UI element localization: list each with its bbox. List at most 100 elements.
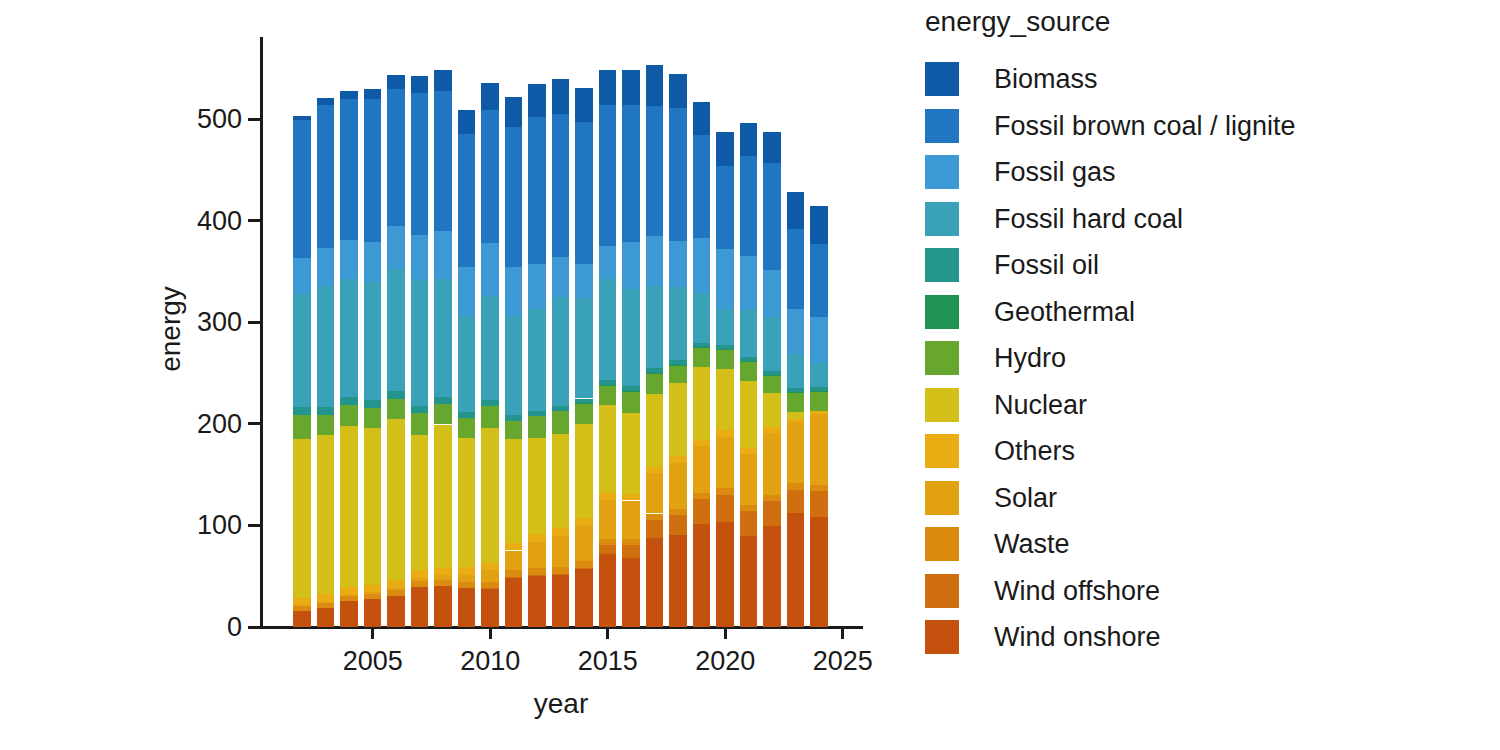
x-tick-label: 2015 [558,644,658,678]
bar-segment [505,551,523,571]
bar-segment [528,416,546,438]
bar-segment [740,511,758,536]
bar-segment [669,365,687,383]
bar-segment [481,428,499,563]
bar-segment [528,411,546,416]
bar-segment [622,539,640,545]
bar-segment [810,485,828,491]
bar-segment [552,411,570,434]
bar-segment [505,97,523,127]
bar-segment [505,421,523,439]
x-tick-label: 2025 [793,644,893,678]
bar-segment [505,415,523,421]
bar-segment [458,134,476,267]
bar-segment [669,74,687,108]
bar-segment [411,435,429,570]
bar-segment [340,279,358,398]
bar-segment [364,408,382,428]
legend-swatch [925,434,959,468]
bar-segment [810,363,828,388]
bar-segment [434,575,452,579]
bar-segment [364,599,382,627]
bar-segment [740,454,758,505]
bar-segment [646,65,664,106]
bar-segment [575,264,593,298]
y-tick [248,118,260,121]
bar-segment [552,434,570,528]
x-tick-label: 2010 [440,644,540,678]
bar-segment [763,270,781,317]
bar-segment [575,569,593,627]
bar-segment [810,244,828,317]
bar-segment [528,117,546,264]
bar-segment [317,608,335,627]
bar-segment [599,279,617,381]
bar-segment [622,391,640,413]
bar-segment [693,367,711,439]
bar-segment [340,91,358,99]
bar-segment [810,206,828,244]
bar-segment [434,404,452,425]
bar-segment [340,587,358,595]
bar-segment [740,123,758,156]
bar-segment [552,536,570,568]
bar-segment [669,515,687,535]
bar-segment [552,567,570,574]
bar-segment [458,418,476,437]
legend-swatch [925,388,959,422]
bar-segment [552,79,570,113]
bar-segment [693,524,711,627]
bar-segment [575,424,593,517]
bar-segment [646,368,664,372]
bar-segment [528,84,546,118]
legend-item-label: Fossil gas [994,155,1116,189]
bar-segment [411,413,429,435]
bar-segment [505,267,523,316]
bar-segment [763,433,781,495]
bar-segment [646,514,664,520]
bar-segment [458,575,476,582]
bar-segment [434,425,452,568]
x-tick [841,628,844,639]
bar-segment [293,605,311,610]
bar-segment [716,132,734,166]
bar-segment [575,122,593,264]
bar-segment [716,369,734,431]
y-tick-label: 400 [122,204,242,238]
bar-segment [528,575,546,576]
bar-segment [528,264,546,309]
bar-segment [693,102,711,135]
bar-segment [481,570,499,582]
bar-segment [787,393,805,413]
bar-segment [693,499,711,524]
bar-segment [669,383,687,456]
y-tick [248,321,260,324]
bar-segment [693,135,711,239]
bar-segment [599,385,617,405]
bar-segment [763,393,781,426]
bar-segment [740,156,758,257]
bar-segment [646,538,664,627]
bar-segment [387,399,405,419]
legend-swatch [925,574,959,608]
legend-swatch [925,248,959,282]
bar-segment [693,493,711,499]
bar-segment [293,439,311,598]
bar-segment [364,594,382,600]
bar-segment [575,88,593,123]
bar-segment [481,400,499,406]
bar-segment [481,406,499,427]
x-tick [606,628,609,639]
bar-segment [364,400,382,408]
bar-segment [364,99,382,241]
bar-segment [716,309,734,345]
bar-segment [340,601,358,627]
bar-segment [716,350,734,369]
bar-segment [317,415,335,435]
bar-segment [810,387,828,391]
bar-segment [622,413,640,494]
bar-segment [411,587,429,627]
bar-segment [599,554,617,627]
bar-segment [646,236,664,286]
bar-segment [411,235,429,281]
